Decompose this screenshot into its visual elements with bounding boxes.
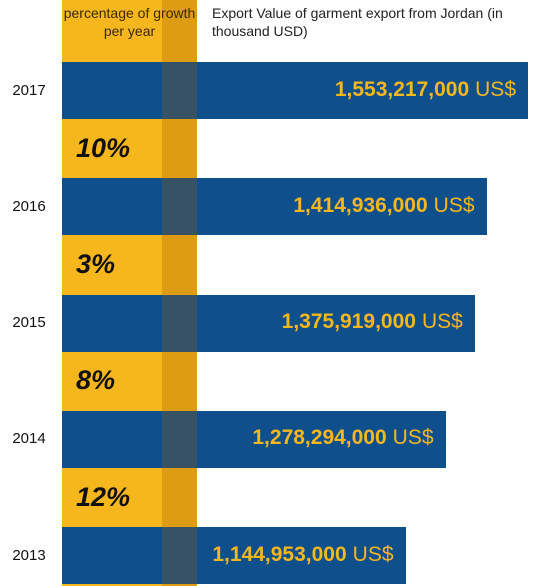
growth-label: 8%: [76, 365, 116, 396]
year-label: 2015: [12, 314, 46, 332]
growth-label: 12%: [76, 481, 131, 512]
value-label: 1,553,217,000 US$: [335, 78, 516, 102]
growth-label: 3%: [76, 248, 116, 279]
year-label: 2017: [12, 81, 46, 99]
value-number: 1,414,936,000: [293, 193, 428, 217]
value-label: 1,144,953,000 US$: [212, 543, 393, 567]
value-label: 1,278,294,000 US$: [252, 426, 433, 450]
value-unit: US$: [475, 77, 516, 101]
year-label: 2014: [12, 430, 46, 448]
column-stripe: [162, 0, 197, 586]
value-unit: US$: [392, 426, 434, 450]
bar: [62, 178, 487, 236]
value-unit: US$: [421, 310, 463, 334]
bar: [62, 294, 475, 352]
value-unit: US$: [433, 193, 475, 217]
bar: [62, 410, 446, 468]
value-unit: US$: [352, 542, 394, 566]
chart-title: Export Value of garment export from Jord…: [212, 5, 503, 39]
value-label: 1,375,919,000 US$: [282, 310, 463, 334]
value-number: 1,278,294,000: [252, 426, 387, 450]
value-number: 1,553,217,000: [334, 77, 470, 101]
bar: [62, 62, 528, 119]
bar: [62, 527, 406, 585]
value-label: 1,414,936,000 US$: [293, 194, 474, 218]
value-number: 1,375,919,000: [281, 310, 416, 334]
year-label: 2016: [12, 197, 46, 215]
year-label: 2013: [12, 546, 46, 564]
growth-label: 10%: [76, 132, 131, 163]
value-number: 1,144,953,000: [212, 542, 347, 566]
growth-header: percentage of growth per year: [63, 5, 196, 39]
